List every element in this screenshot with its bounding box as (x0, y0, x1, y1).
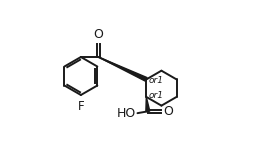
Polygon shape (98, 57, 147, 81)
Text: O: O (93, 28, 103, 41)
Text: O: O (163, 105, 173, 118)
Text: F: F (78, 100, 84, 113)
Text: or1: or1 (149, 91, 164, 100)
Text: or1: or1 (149, 76, 164, 85)
Text: HO: HO (117, 107, 136, 120)
Polygon shape (146, 97, 150, 112)
